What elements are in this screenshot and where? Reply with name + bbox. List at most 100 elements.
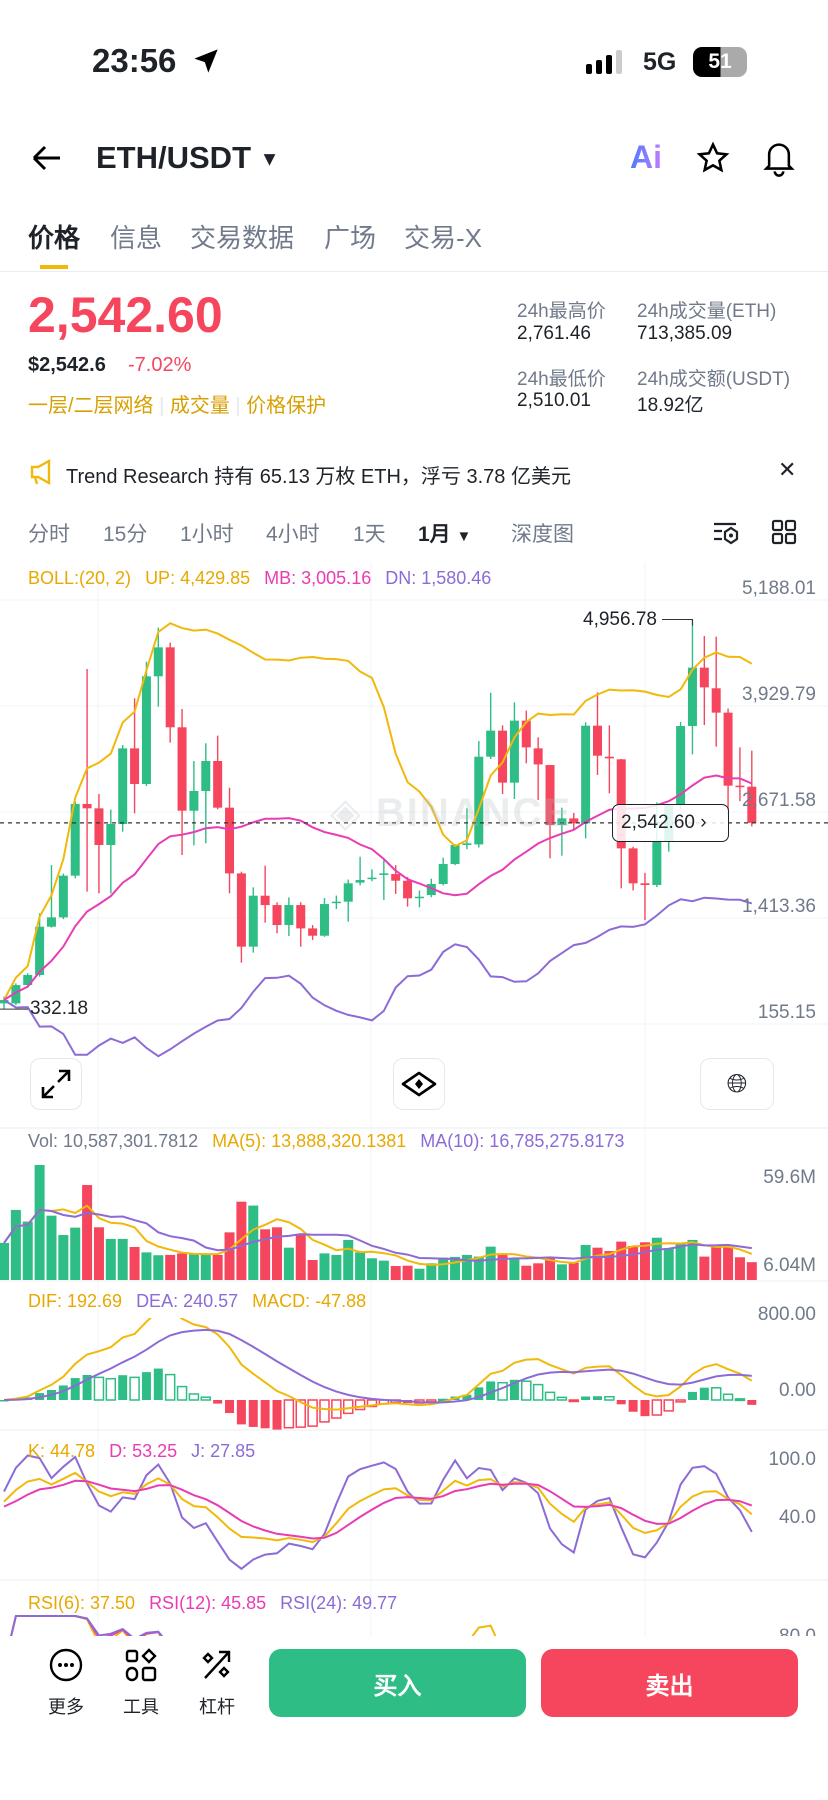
macd-bar — [141, 1372, 151, 1400]
candle-body — [735, 785, 745, 788]
timeframe-1M[interactable]: 1月 ▼ — [418, 518, 471, 548]
volume-bar — [70, 1227, 81, 1280]
candle-body — [414, 896, 424, 899]
candle-body — [94, 808, 104, 845]
volume-bar — [355, 1252, 366, 1280]
low-label: 24h最低价 — [517, 369, 606, 390]
macd-bar — [283, 1399, 295, 1429]
candle-body — [462, 843, 472, 845]
timeframe-1h[interactable]: 1小时 — [180, 523, 234, 546]
timeframe-15m[interactable]: 15分 — [103, 523, 148, 546]
rsi-6: RSI(6): 37.50 — [28, 1593, 136, 1613]
macd-bar — [747, 1400, 757, 1405]
ai-button[interactable]: Ai — [630, 139, 662, 175]
macd-bar — [556, 1396, 568, 1401]
tab-price[interactable]: 价格 — [28, 223, 81, 253]
timeframe-1d[interactable]: 1天 — [353, 523, 386, 546]
timeframe-line[interactable]: 分时 — [28, 523, 70, 546]
tab-info[interactable]: 信息 — [110, 223, 163, 253]
candle-body — [165, 647, 175, 728]
macd-bar — [593, 1396, 602, 1400]
volume-bar — [200, 1253, 211, 1280]
candle-body — [23, 974, 33, 986]
more-button[interactable]: 更多 — [36, 1648, 96, 1719]
candle-body — [213, 760, 223, 808]
macd-bar — [342, 1399, 354, 1415]
pair-name: ETH/USDT — [96, 140, 251, 175]
globe-button[interactable]: 🌐︎ — [700, 1058, 774, 1110]
chart-settings-icon[interactable] — [712, 518, 740, 546]
tools-label: 工具 — [123, 1697, 159, 1717]
kdj-legend: K: 44.78 D: 53.25 J: 27.85 — [28, 1441, 269, 1462]
grid-layout-icon[interactable] — [770, 518, 798, 546]
volume-bar — [521, 1265, 532, 1280]
candle-body — [379, 873, 389, 875]
sell-button[interactable]: 卖出 — [541, 1649, 798, 1717]
vol-eth-label: 24h成交量(ETH) — [637, 301, 777, 322]
network-type: 5G — [643, 48, 677, 76]
tab-square[interactable]: 广场 — [324, 223, 377, 253]
price-axis-label: 155.15 — [757, 1002, 816, 1023]
news-banner-text[interactable]: Trend Research 持有 65.13 万枚 ETH，浮亏 3.78 亿… — [66, 466, 571, 488]
timeframe-4h[interactable]: 4小时 — [266, 523, 320, 546]
volume-bar — [165, 1254, 176, 1280]
candle-body — [130, 748, 140, 784]
tools-button[interactable]: 工具 — [111, 1648, 171, 1719]
low-price-annotation: 332.18 — [30, 998, 89, 1019]
volume-bar — [224, 1232, 235, 1280]
link-layer-network[interactable]: 一层/二层网络 — [28, 395, 154, 417]
high-label: 24h最高价 — [517, 301, 606, 322]
macd-bar — [687, 1391, 697, 1400]
buy-button[interactable]: 买入 — [269, 1649, 526, 1717]
candle-body — [569, 818, 579, 824]
volume-bar — [746, 1262, 757, 1280]
link-volume[interactable]: 成交量 — [169, 395, 230, 417]
volume-bar — [568, 1262, 579, 1280]
leverage-label: 杠杆 — [199, 1697, 235, 1717]
boll-legend: BOLL:(20, 2) UP: 4,429.85 MB: 3,005.16 DN: … — [28, 568, 505, 589]
leverage-button[interactable]: 杠杆 — [187, 1648, 247, 1719]
macd-bar — [354, 1399, 366, 1411]
macd-bar — [164, 1373, 176, 1401]
candle-body — [652, 841, 662, 886]
macd-bar — [93, 1376, 105, 1401]
volume-bar — [177, 1253, 188, 1280]
macd-bar — [153, 1368, 163, 1400]
volume-bar — [604, 1251, 615, 1280]
volume-bar — [141, 1252, 152, 1280]
back-arrow-icon[interactable] — [30, 143, 64, 173]
volume-bar — [438, 1257, 449, 1280]
volume-bar — [556, 1264, 567, 1280]
tab-trading-data[interactable]: 交易数据 — [190, 223, 295, 253]
macd-bar — [640, 1400, 650, 1417]
kdj-axis-label: 40.0 — [779, 1507, 816, 1528]
bell-icon[interactable] — [762, 139, 796, 177]
volume-ma10: MA(10): 16,785,275.8173 — [420, 1131, 625, 1151]
candle-body — [367, 877, 377, 880]
volume-bar — [699, 1256, 710, 1280]
volume-bar — [497, 1254, 508, 1280]
tab-trade-x[interactable]: 交易-X — [404, 223, 483, 253]
timeframe-depth[interactable]: 深度图 — [511, 523, 574, 546]
fullscreen-button[interactable] — [30, 1058, 82, 1110]
star-icon[interactable] — [696, 141, 730, 175]
candle-body — [153, 647, 163, 677]
boll-params: BOLL:(20, 2) — [28, 568, 132, 588]
macd-bar — [70, 1378, 80, 1400]
low-value: 2,510.01 — [517, 390, 591, 411]
current-price-tag[interactable]: 2,542.60 › — [612, 804, 729, 842]
kdj-k: K: 44.78 — [28, 1441, 96, 1461]
candle-body — [723, 712, 733, 786]
visibility-button[interactable] — [393, 1058, 445, 1110]
active-tab-indicator — [40, 265, 68, 269]
expand-icon — [41, 1069, 71, 1099]
close-banner-icon[interactable]: ✕ — [778, 457, 797, 482]
candle-body — [711, 688, 721, 713]
macd-bar — [509, 1379, 519, 1400]
link-price-protection[interactable]: 价格保护 — [246, 395, 327, 417]
pair-selector[interactable]: ETH/USDT ▼ — [96, 140, 279, 176]
volume-bar — [473, 1256, 484, 1280]
candle-body — [426, 883, 436, 896]
candle-body — [225, 807, 235, 874]
